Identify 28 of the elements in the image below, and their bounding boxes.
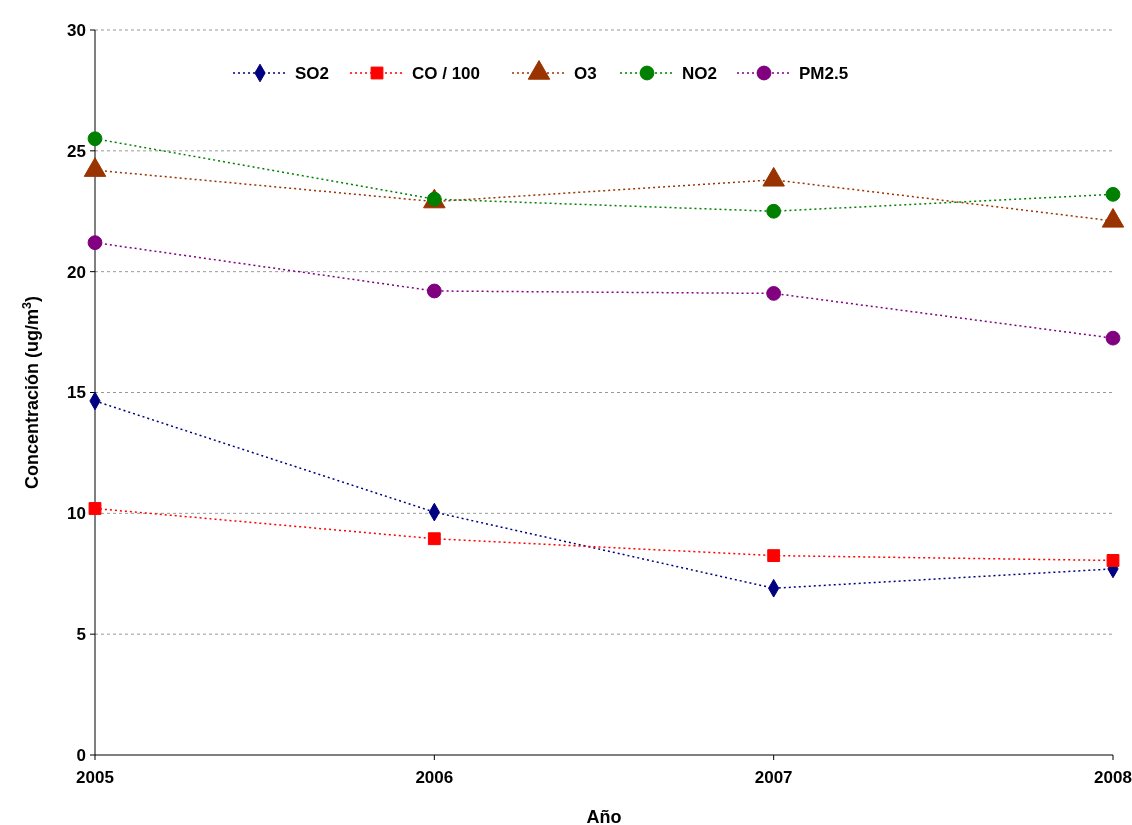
legend-label: O3 bbox=[574, 63, 597, 83]
legend-label: PM2.5 bbox=[799, 63, 849, 83]
y-tick-label: 0 bbox=[76, 745, 86, 765]
point bbox=[88, 502, 102, 515]
y-tick-label: 5 bbox=[76, 625, 86, 645]
x-tick-label: 2006 bbox=[415, 768, 454, 787]
y-tick-label: 30 bbox=[67, 20, 86, 40]
legend-label: SO2 bbox=[295, 63, 330, 83]
x-tick-label: 2007 bbox=[754, 768, 793, 787]
point bbox=[87, 235, 103, 251]
y-tick-label: 25 bbox=[67, 141, 86, 161]
legend-label: CO / 100 bbox=[412, 63, 481, 83]
point bbox=[427, 532, 441, 546]
point bbox=[1105, 186, 1121, 202]
point bbox=[1106, 554, 1120, 567]
point bbox=[766, 203, 782, 219]
legend-label: NO2 bbox=[682, 63, 717, 83]
x-tick-label: 2008 bbox=[1094, 768, 1132, 787]
point bbox=[1105, 330, 1121, 346]
point bbox=[426, 283, 442, 299]
point bbox=[87, 131, 103, 147]
x-tick-label: 2005 bbox=[76, 768, 114, 787]
y-tick-label: 10 bbox=[67, 504, 86, 524]
point bbox=[766, 286, 782, 301]
point bbox=[767, 549, 781, 563]
y-tick-label: 15 bbox=[67, 383, 86, 403]
y-tick-label: 20 bbox=[67, 262, 86, 282]
x-axis-title: Año bbox=[586, 807, 622, 825]
